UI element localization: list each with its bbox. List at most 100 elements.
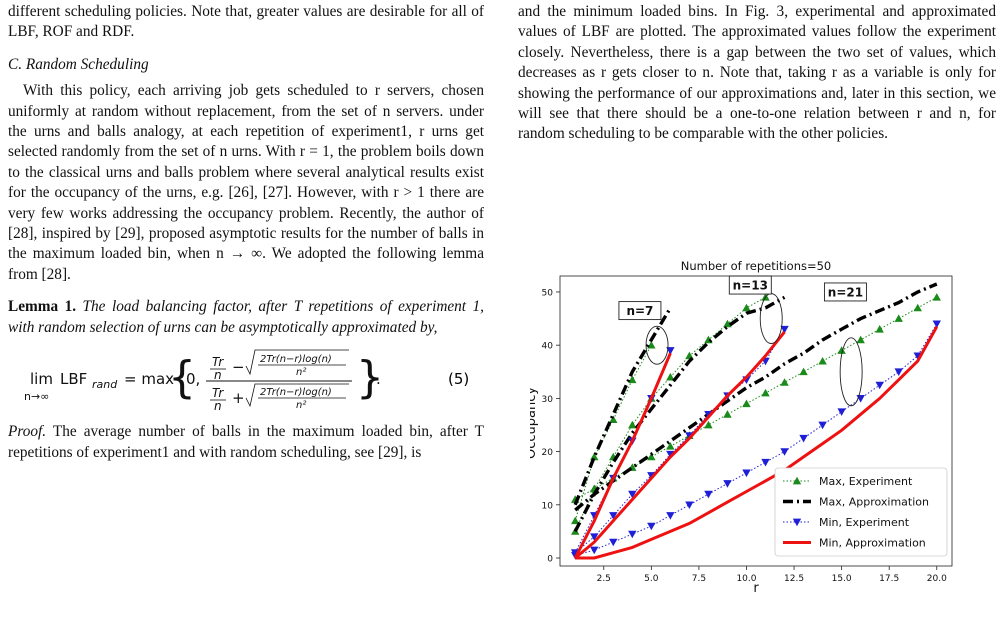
data-point xyxy=(704,420,713,429)
legend-label: Max, Experiment xyxy=(819,475,913,488)
proof-label: Proof. xyxy=(8,423,47,441)
data-point xyxy=(761,458,770,467)
series-max-experiment-n=7 xyxy=(571,340,656,525)
series-line xyxy=(573,307,672,506)
svg-text:.: . xyxy=(376,370,381,388)
series-min-approximation-n=7 xyxy=(573,352,672,559)
equation-5: lim n→∞ LBF rand = max { 0, Tr n − 2Tr(n… xyxy=(8,344,484,416)
x-tick-label: 10.0 xyxy=(736,574,756,584)
data-point xyxy=(932,320,941,329)
legend-entry: Max, Experiment xyxy=(783,475,913,488)
occupancy-chart: Number of repetitions=50 0 10 20 30 40 50 2.5… xyxy=(524,259,953,596)
data-point xyxy=(856,335,865,344)
series-max-approximation-n=21 xyxy=(574,282,938,512)
series-line xyxy=(573,352,672,559)
legend-label: Max, Approximation xyxy=(819,496,929,509)
y-tick-label: 0 xyxy=(547,555,553,565)
y-tick-label: 30 xyxy=(542,395,554,405)
annotation-label: n=13 xyxy=(733,279,768,293)
annotation-label: n=21 xyxy=(828,285,863,299)
svg-text:−: − xyxy=(232,358,245,376)
paragraph-lbf-plot: and the minimum loaded bins. In Fig. 3, … xyxy=(518,3,996,143)
data-point xyxy=(590,546,599,555)
svg-text:{: { xyxy=(168,352,196,403)
data-point xyxy=(628,530,637,539)
annotation-box xyxy=(618,301,662,321)
data-point xyxy=(628,375,637,384)
data-point xyxy=(894,368,903,376)
data-point xyxy=(628,420,637,429)
svg-text:n: n xyxy=(214,368,222,382)
data-point xyxy=(875,381,884,390)
data-point xyxy=(780,378,789,386)
annotation-label: n=7 xyxy=(626,304,653,318)
left-column: different scheduling policies. Note that… xyxy=(8,2,484,463)
y-tick-label: 20 xyxy=(542,448,554,458)
data-point xyxy=(609,415,618,424)
data-point xyxy=(609,538,618,547)
data-point xyxy=(723,410,732,418)
x-tick-label: 7.5 xyxy=(692,574,706,584)
svg-text:n: n xyxy=(214,399,222,413)
data-point xyxy=(647,522,656,531)
chart-legend: Max, Experiment Max, Approximation Min, Ex… xyxy=(774,467,948,557)
annotation-ellipse xyxy=(839,337,863,407)
svg-text:lim: lim xyxy=(30,370,53,388)
data-point xyxy=(609,512,618,520)
paragraph-policies: different scheduling policies. Note that… xyxy=(8,3,484,41)
data-point xyxy=(742,399,751,408)
legend-marker xyxy=(792,476,802,485)
data-point xyxy=(837,408,846,416)
data-point xyxy=(723,480,732,488)
legend-entry: Min, Experiment xyxy=(783,516,910,529)
svg-text:2Tr(n−r)log(n): 2Tr(n−r)log(n) xyxy=(260,387,332,398)
lemma-label: Lemma 1. xyxy=(8,298,77,316)
data-point xyxy=(875,325,884,333)
x-tick-label: 2.5 xyxy=(597,574,611,584)
svg-text:n²: n² xyxy=(296,400,306,411)
legend-entry: Max, Approximation xyxy=(783,496,929,509)
series-min-approximation-n=13 xyxy=(574,330,786,560)
y-axis-label: Occupancy xyxy=(530,387,539,459)
data-point xyxy=(818,421,827,430)
data-point xyxy=(932,293,941,301)
data-point xyxy=(742,469,751,478)
lemma-1: Lemma 1. The load balancing factor, afte… xyxy=(8,297,484,338)
equation-number: (5) xyxy=(448,370,469,388)
svg-text:rand: rand xyxy=(92,378,118,391)
svg-text:LBF: LBF xyxy=(60,370,87,388)
legend-entry: Min, Approximation xyxy=(783,537,926,550)
legend-label: Min, Approximation xyxy=(819,537,926,550)
legend-marker xyxy=(792,518,802,527)
svg-text:Tr: Tr xyxy=(212,386,224,400)
data-point xyxy=(685,501,694,510)
data-point xyxy=(742,303,751,312)
section-heading: C. Random Scheduling xyxy=(8,55,149,73)
x-tick-label: 12.5 xyxy=(784,574,804,584)
proof-paragraph: Proof. The average number of balls in th… xyxy=(8,422,484,463)
data-point xyxy=(818,356,827,365)
x-tick-label: 17.5 xyxy=(879,574,899,584)
annotation-box xyxy=(823,282,867,302)
x-tick-label: 5.0 xyxy=(644,574,659,584)
series-max-approximation-n=13 xyxy=(573,295,786,533)
series-line xyxy=(574,282,938,512)
figure-3: Number of repetitions=50 0 10 20 30 40 50 2.5… xyxy=(524,258,960,598)
series-min-experiment-n=21 xyxy=(571,320,941,560)
legend-box xyxy=(774,467,948,557)
lemma-text: The load balancing factor, after T repet… xyxy=(8,298,484,336)
annotation-ellipse xyxy=(645,325,669,365)
y-tick-label: 40 xyxy=(542,342,554,352)
data-point xyxy=(913,303,922,312)
series-min-approximation-n=21 xyxy=(575,325,939,560)
series-line xyxy=(574,330,786,560)
data-point xyxy=(571,516,580,525)
data-point xyxy=(837,346,846,354)
annotation-box xyxy=(728,275,772,295)
data-point xyxy=(666,372,675,381)
data-point xyxy=(894,314,903,322)
series-max-approximation-n=7 xyxy=(573,307,672,506)
proof-text: The average number of balls in the maxim… xyxy=(8,423,484,461)
paragraph-random-scheduling: With this policy, each arriving job gets… xyxy=(8,82,484,283)
data-point xyxy=(666,512,675,520)
